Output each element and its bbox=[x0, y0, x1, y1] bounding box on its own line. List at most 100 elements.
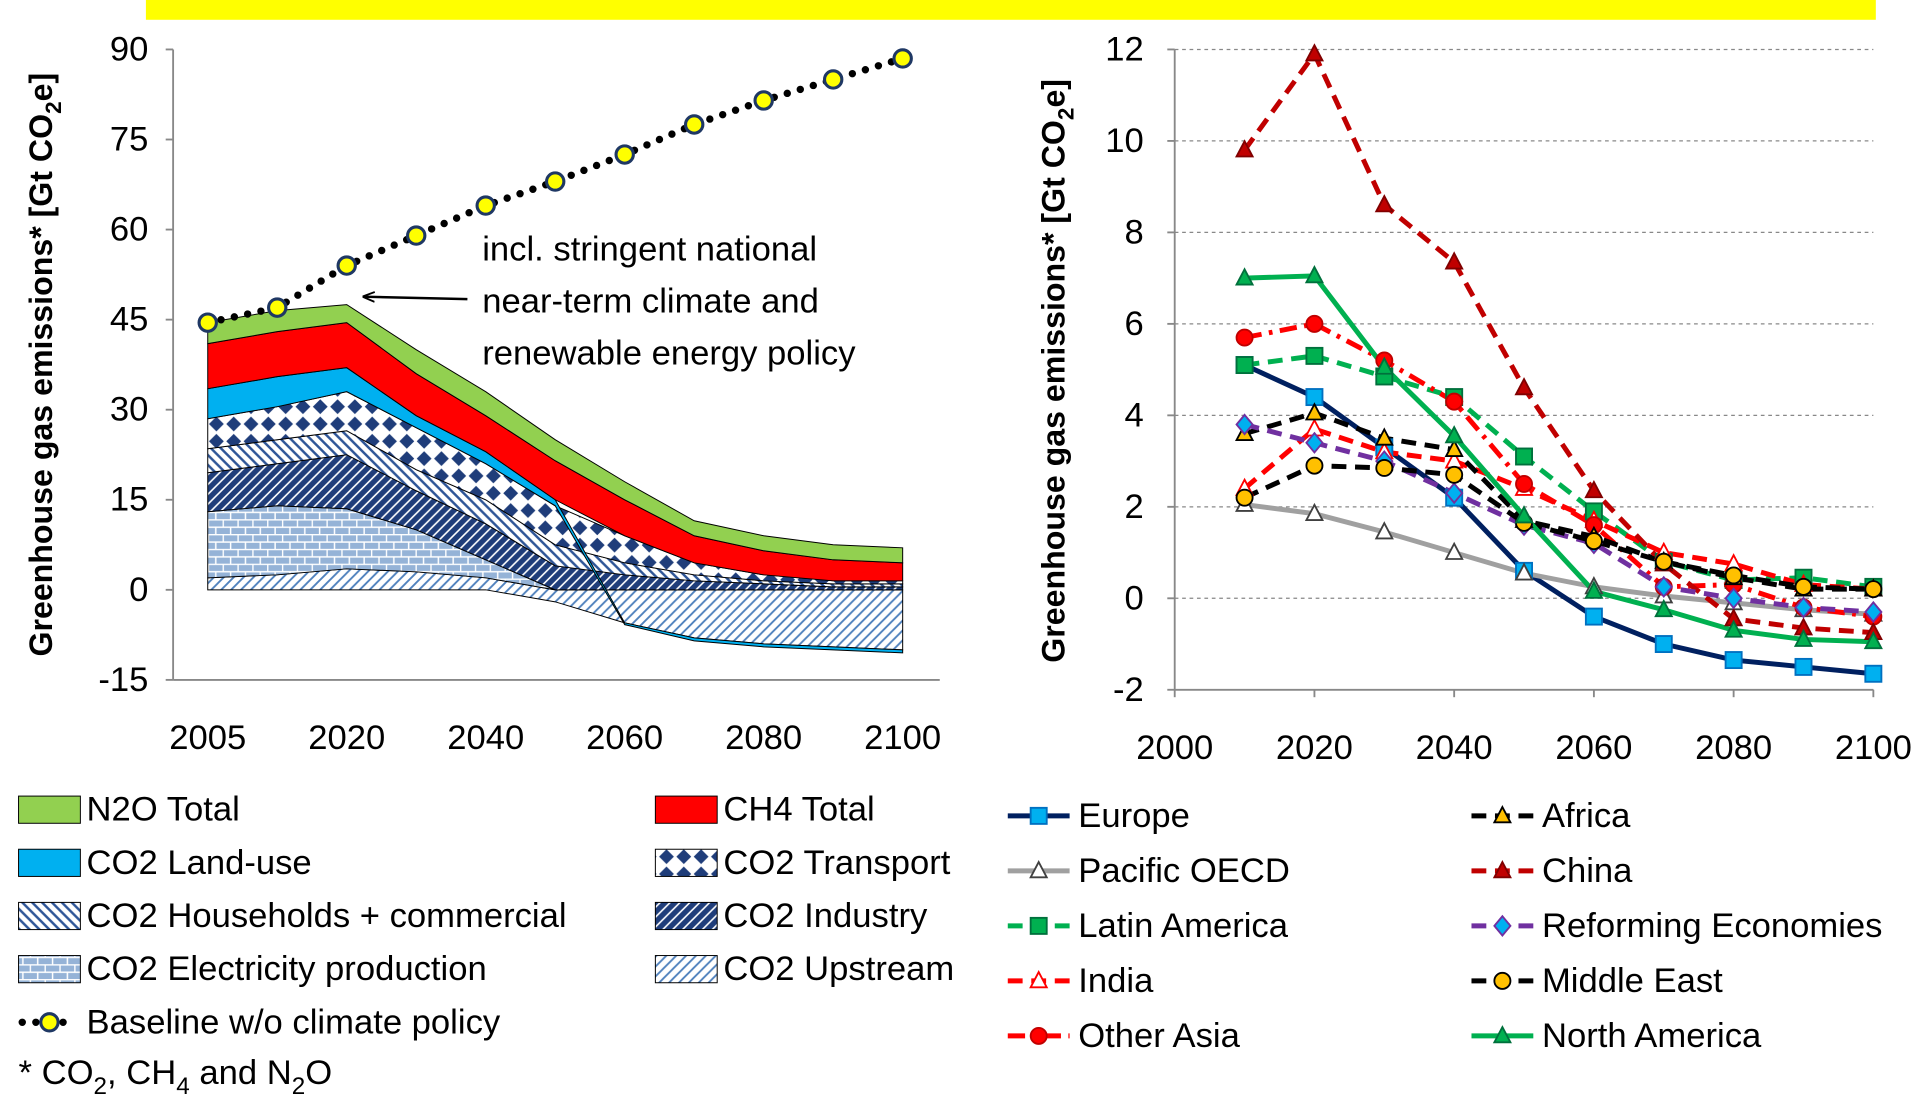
point bbox=[1444, 482, 1464, 505]
legend-label: CO2 Upstream bbox=[723, 950, 954, 988]
x-tick-label: 2080 bbox=[1695, 729, 1772, 767]
x-tick-label: 2005 bbox=[169, 719, 246, 757]
point bbox=[1305, 431, 1324, 454]
legend-marker bbox=[1029, 806, 1048, 825]
point bbox=[683, 114, 705, 135]
point bbox=[1794, 657, 1813, 676]
annotation: renewable energy policy bbox=[482, 335, 856, 373]
annotation-arrow bbox=[364, 297, 468, 299]
legend-swatch bbox=[654, 848, 718, 877]
x-tick-label: 2100 bbox=[1835, 729, 1912, 767]
legend-swatch bbox=[18, 901, 81, 931]
y-tick-label: 2 bbox=[1125, 488, 1144, 526]
legend-marker bbox=[1029, 970, 1049, 989]
point bbox=[1794, 577, 1813, 596]
legend-label: Other Asia bbox=[1078, 1017, 1240, 1055]
point bbox=[1864, 600, 1883, 624]
point bbox=[1444, 438, 1464, 458]
point bbox=[892, 48, 913, 69]
point bbox=[1445, 465, 1464, 484]
point bbox=[1514, 377, 1534, 396]
y-tick-label: 15 bbox=[110, 481, 149, 519]
x-tick-label: 2060 bbox=[586, 719, 663, 757]
x-tick-label: 2020 bbox=[1276, 729, 1353, 767]
legend-label: CO2 Households + commercial bbox=[87, 897, 567, 935]
point bbox=[1654, 552, 1673, 571]
point bbox=[1374, 194, 1394, 213]
legend-swatch bbox=[18, 955, 81, 984]
point bbox=[1305, 314, 1324, 333]
legend-marker bbox=[1029, 860, 1049, 879]
legend-label: CO2 Electricity production bbox=[87, 950, 487, 988]
text-part: Greenhouse gas emissions* [Gt CO bbox=[1036, 120, 1072, 663]
y-tick-label: 4 bbox=[1125, 396, 1144, 434]
legend-label: Middle East bbox=[1542, 962, 1723, 1000]
legend-label: Europe bbox=[1078, 797, 1190, 835]
point bbox=[1584, 580, 1604, 599]
point bbox=[1654, 635, 1673, 654]
x-tick-label: 2080 bbox=[725, 719, 802, 757]
legend-swatch bbox=[654, 901, 718, 931]
line bbox=[1242, 49, 1874, 636]
x-tick-label: 2060 bbox=[1555, 729, 1632, 767]
point bbox=[753, 90, 774, 111]
point bbox=[1794, 596, 1813, 619]
point bbox=[1515, 447, 1533, 466]
y-tick-label: 8 bbox=[1125, 213, 1144, 251]
point bbox=[197, 312, 218, 333]
point bbox=[1375, 458, 1394, 477]
line bbox=[1244, 502, 1874, 617]
y-tick-label: 12 bbox=[1105, 30, 1144, 68]
point bbox=[1374, 521, 1394, 540]
point bbox=[1444, 251, 1464, 270]
point bbox=[1304, 402, 1325, 421]
point bbox=[545, 171, 566, 192]
point bbox=[1515, 474, 1533, 493]
point bbox=[1584, 607, 1603, 626]
text-part: 4 bbox=[176, 1073, 189, 1094]
line bbox=[1243, 362, 1874, 677]
point bbox=[1305, 346, 1324, 365]
point bbox=[1444, 541, 1464, 560]
point bbox=[1444, 425, 1464, 444]
legend-marker bbox=[1492, 860, 1512, 879]
point bbox=[1235, 267, 1255, 286]
point bbox=[336, 255, 357, 276]
point bbox=[1235, 328, 1254, 347]
point bbox=[1864, 580, 1883, 599]
point bbox=[267, 297, 288, 318]
text-part: 2 bbox=[94, 1073, 107, 1094]
text-part: O bbox=[305, 1054, 332, 1092]
x-tick-label: 2100 bbox=[864, 719, 941, 757]
line bbox=[1242, 426, 1874, 592]
footnote: * CO2, CH4 and N2O bbox=[19, 1054, 333, 1094]
y-tick-label: 0 bbox=[129, 571, 148, 609]
x-tick-label: 2020 bbox=[308, 719, 385, 757]
legend-label: Reforming Economies bbox=[1542, 907, 1883, 945]
legend-label: CO2 Transport bbox=[723, 844, 950, 882]
point bbox=[1305, 456, 1324, 475]
text-part: Greenhouse gas emissions* [Gt CO bbox=[23, 114, 59, 657]
highlight-bar bbox=[145, 0, 1876, 20]
legend-label: North America bbox=[1542, 1017, 1762, 1055]
line bbox=[1244, 321, 1874, 620]
point bbox=[1793, 628, 1814, 647]
text-part: e] bbox=[1036, 79, 1072, 108]
legend-marker bbox=[39, 1012, 60, 1033]
legend-marker bbox=[1029, 916, 1048, 935]
text-part: 2 bbox=[292, 1073, 305, 1094]
legend-label: CO2 Land-use bbox=[87, 844, 312, 882]
legend-marker bbox=[1493, 914, 1512, 937]
text-part: * CO bbox=[19, 1054, 94, 1092]
point bbox=[1514, 562, 1534, 581]
line bbox=[1243, 463, 1874, 592]
legend-label: Baseline w/o climate policy bbox=[87, 1003, 501, 1041]
legend-label: Latin America bbox=[1078, 907, 1288, 945]
text-part: 2 bbox=[1054, 108, 1079, 121]
y-tick-label: 10 bbox=[1105, 122, 1144, 160]
point bbox=[1304, 265, 1325, 284]
y-tick-label: 30 bbox=[110, 391, 149, 429]
legend-label: CO2 Industry bbox=[723, 897, 928, 935]
line bbox=[1244, 273, 1874, 645]
